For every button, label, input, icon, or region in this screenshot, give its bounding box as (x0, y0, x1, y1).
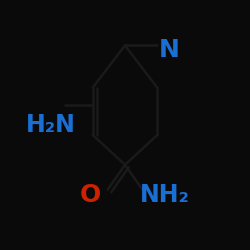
Text: N: N (158, 38, 180, 62)
Text: NH₂: NH₂ (140, 182, 190, 206)
Text: H₂N: H₂N (26, 113, 76, 137)
Text: O: O (80, 182, 101, 206)
